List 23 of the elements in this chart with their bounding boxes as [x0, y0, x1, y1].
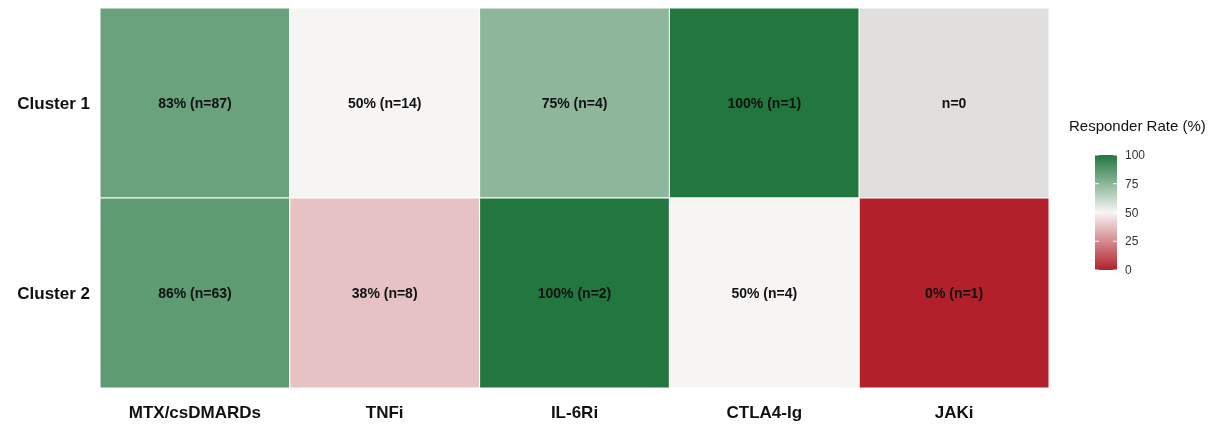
- data-label: 86% (n=63): [158, 284, 232, 301]
- data-label: 75% (n=4): [541, 94, 608, 111]
- color-bar-label: 100: [1125, 148, 1146, 163]
- y-tick-label: Cluster 2: [17, 283, 90, 303]
- x-tick-label: JAKi: [934, 403, 974, 422]
- empty-cell: n=0: [858, 7, 1050, 199]
- data-label: 100% (n=1): [727, 94, 802, 111]
- x-tick-label: MTX/csDMARDs: [128, 403, 262, 422]
- color-bar-label: 25: [1125, 234, 1139, 249]
- color-bar-label: 75: [1125, 176, 1139, 191]
- x-tick-label: TNFi: [365, 403, 404, 422]
- x-tick-label: CTLA4-Ig: [726, 403, 803, 422]
- data-label: 0% (n=1): [925, 284, 984, 301]
- color-bar-title: Responder Rate (%): [1069, 117, 1206, 134]
- y-tick-label: Cluster 1: [17, 93, 90, 113]
- color-bar-label: 50: [1125, 205, 1139, 220]
- data-label: 50% (n=14): [347, 94, 422, 111]
- x-tick-label: IL-6Ri: [550, 403, 599, 422]
- data-label: 50% (n=4): [731, 284, 798, 301]
- data-label: 38% (n=8): [351, 284, 418, 301]
- data-label: 83% (n=87): [158, 94, 232, 111]
- color-bar-label: 0: [1125, 263, 1132, 278]
- data-label: 100% (n=2): [537, 284, 612, 301]
